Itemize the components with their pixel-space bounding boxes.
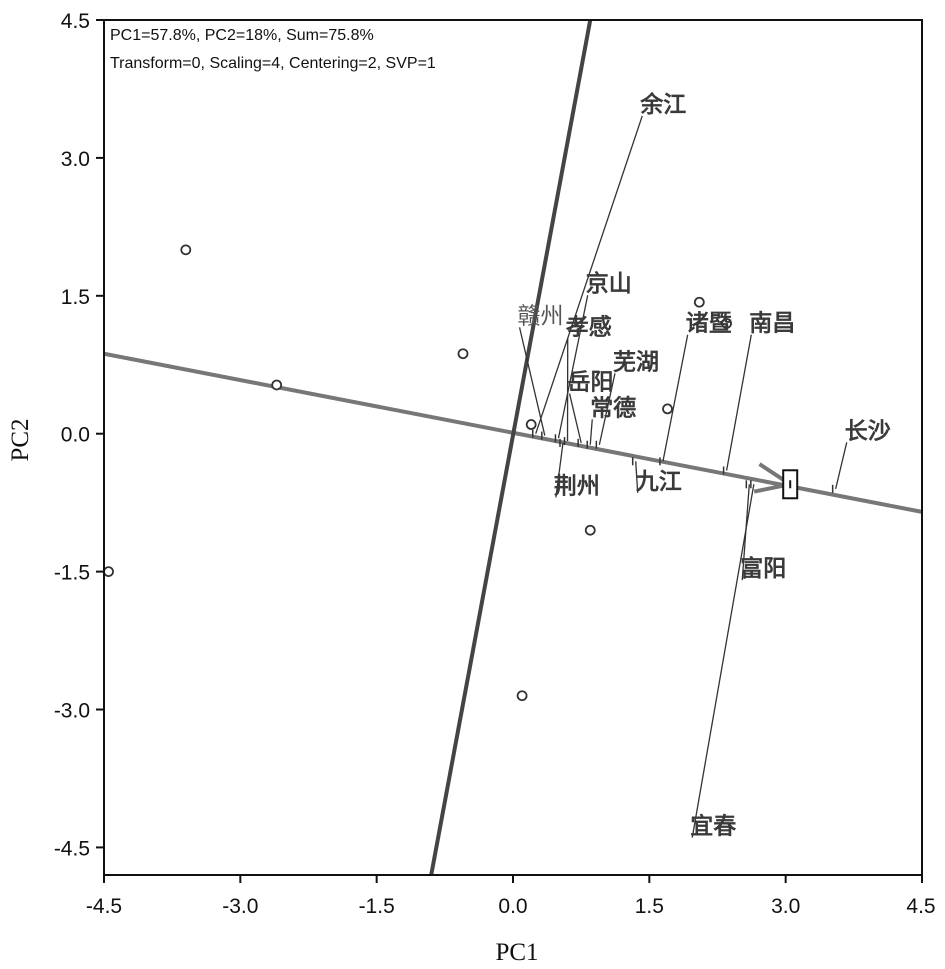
site-leader-line (691, 484, 755, 838)
x-axis-title: PC1 (495, 939, 538, 966)
x-tick-label: -4.5 (86, 895, 122, 918)
environment-point (457, 348, 469, 360)
y-tick-label: 4.5 (61, 10, 90, 33)
lines-layer (103, 19, 923, 876)
site-leader-line (518, 327, 546, 436)
x-tick-label: 4.5 (906, 895, 935, 918)
points-layer (103, 244, 799, 702)
site-label: 常德 (590, 394, 636, 421)
site-label: 岳阳 (568, 370, 614, 396)
site-label: 富阳 (740, 555, 786, 582)
x-tick-label: 3.0 (771, 895, 800, 918)
site-label: 宜春 (690, 813, 737, 840)
site-leader-line (662, 334, 689, 462)
site-leader-line (535, 115, 643, 434)
site-leader-line (589, 419, 593, 445)
site-label: 余江 (639, 91, 686, 118)
y-tick-label: 0.0 (61, 424, 90, 447)
aec-ordinate-line (429, 19, 593, 876)
environment-point (271, 379, 283, 391)
x-tick-label: 1.5 (635, 895, 664, 918)
plot-frame (103, 19, 923, 876)
ticks-layer: -4.5 -3.0 -1.5 0.0 1.5 3.0 4.5 4.5 3.0 1.5 0.0 -1.5… (54, 10, 936, 918)
site-label: 芜湖 (613, 348, 659, 375)
site-leader-line (557, 295, 589, 439)
environment-point (721, 317, 732, 329)
site-label: 京山 (586, 270, 632, 297)
site-label: 南昌 (749, 311, 795, 337)
site-leader-line (835, 442, 848, 490)
y-tick-label: -3.0 (54, 700, 90, 723)
y-axis-title: PC2 (7, 418, 34, 461)
environment-point (516, 690, 528, 702)
site-leader-line (568, 393, 582, 444)
x-tick-label: -1.5 (359, 895, 395, 918)
x-tick-label: 0.0 (498, 895, 527, 918)
site-label: 诸暨 (686, 311, 732, 337)
header-line2: Transform=0, Scaling=4, Centering=2, SVP… (110, 55, 436, 72)
environment-point (584, 524, 596, 536)
site-label: 荆州 (554, 473, 600, 499)
environment-point (662, 403, 673, 415)
site-leader-line (555, 442, 564, 498)
x-tick-label: -3.0 (222, 895, 258, 918)
site-leader-line (635, 461, 639, 493)
environment-point (180, 244, 192, 256)
y-tick-label: 3.0 (61, 148, 90, 171)
environment-point (103, 566, 114, 578)
environment-point (693, 296, 705, 308)
site-leader-line (725, 334, 752, 471)
y-tick-label: -1.5 (54, 562, 90, 585)
site-label: 孝感 (565, 313, 612, 340)
site-label: 九江 (635, 469, 682, 495)
site-label: 长沙 (845, 418, 891, 444)
environment-point (525, 419, 537, 430)
y-tick-label: -4.5 (54, 837, 90, 860)
site-leader-line (598, 373, 616, 445)
site-label: 赣州 (518, 303, 564, 329)
y-tick-label: 1.5 (61, 286, 90, 309)
header-line1: PC1=57.8%, PC2=18%, Sum=75.8% (110, 27, 374, 44)
